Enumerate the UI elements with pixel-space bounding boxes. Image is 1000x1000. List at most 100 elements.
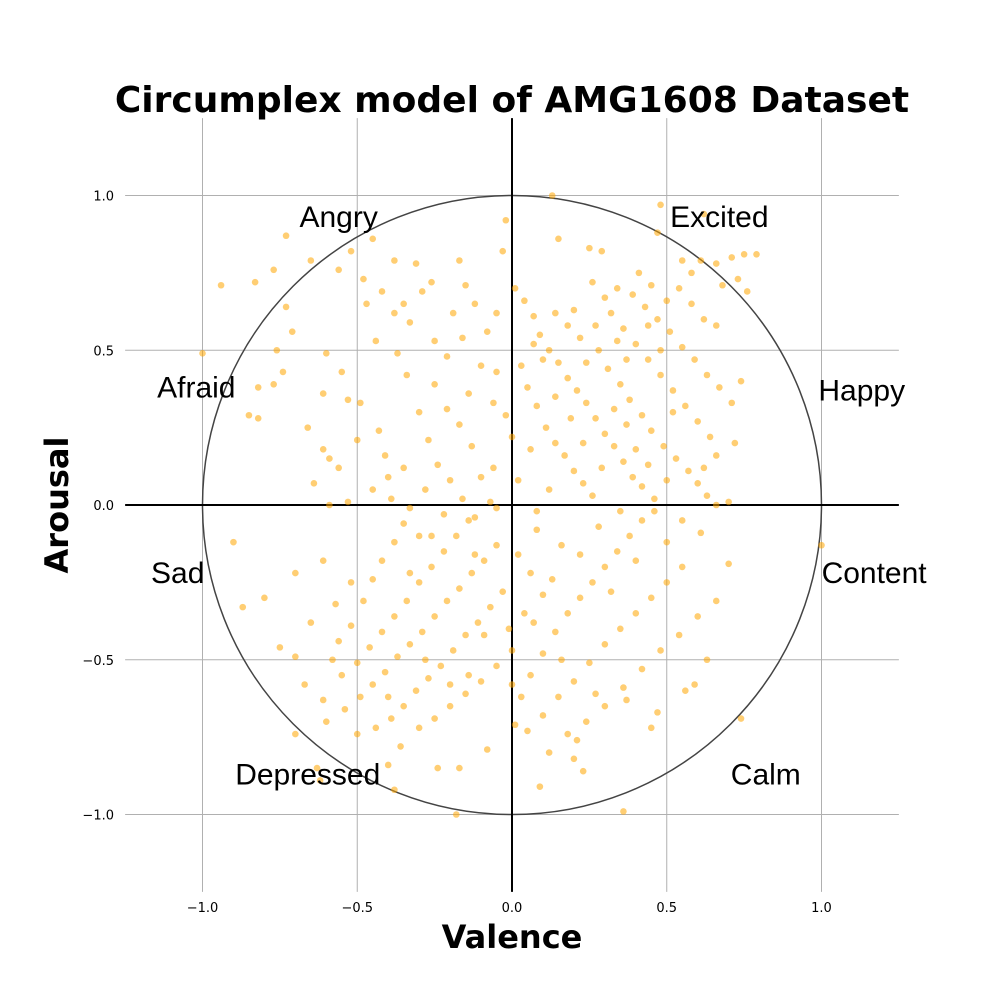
data-point: [601, 640, 609, 648]
data-point: [493, 541, 500, 549]
y-tick-label: 0.0: [93, 499, 114, 514]
data-point: [462, 631, 469, 639]
data-point: [391, 309, 398, 317]
data-point: [230, 538, 237, 546]
data-point: [678, 257, 686, 264]
emotion-label-content: Content: [822, 557, 928, 590]
data-point: [446, 476, 454, 484]
tick-labels: −1.0 −0.5 0.0 0.5 1.0 1.0 0.5 0.0 −0.5 −1.0: [82, 190, 831, 917]
data-point: [651, 495, 658, 503]
data-point: [601, 430, 609, 438]
data-point: [632, 445, 640, 453]
data-point: [536, 331, 544, 339]
data-point: [400, 464, 407, 472]
emotion-label-angry: Angry: [299, 201, 377, 234]
data-point: [217, 281, 225, 289]
y-tick-label: −0.5: [82, 654, 114, 669]
x-tick-label: 0.0: [502, 901, 523, 916]
data-point: [657, 346, 664, 354]
data-point: [514, 551, 522, 558]
data-point: [731, 439, 739, 447]
data-point: [425, 675, 432, 682]
data-point: [347, 622, 355, 630]
data-point: [422, 656, 429, 664]
data-point: [199, 350, 206, 357]
data-point: [329, 656, 336, 664]
data-point: [465, 517, 472, 524]
data-point: [378, 557, 386, 565]
data-point: [595, 346, 602, 354]
data-point: [418, 288, 426, 295]
data-point: [626, 532, 633, 540]
data-point: [703, 656, 711, 664]
data-point: [629, 291, 637, 298]
data-point: [691, 681, 698, 688]
data-point: [675, 285, 683, 292]
data-point: [697, 529, 705, 537]
data-point: [292, 653, 299, 660]
data-point: [663, 476, 671, 484]
data-point: [477, 678, 485, 685]
data-point: [533, 402, 541, 410]
data-point: [319, 390, 327, 397]
data-point: [279, 368, 287, 376]
data-point: [688, 269, 695, 277]
data-point: [545, 486, 553, 493]
data-point: [620, 684, 627, 691]
data-point: [638, 517, 646, 524]
data-point: [440, 510, 448, 518]
data-point: [712, 452, 720, 459]
data-point: [635, 269, 643, 277]
data-point: [341, 705, 349, 713]
data-point: [403, 371, 411, 379]
data-point: [712, 322, 720, 329]
data-point: [555, 359, 562, 366]
data-point: [521, 610, 528, 617]
data-point: [700, 316, 708, 323]
data-point: [332, 600, 339, 608]
data-point: [465, 671, 472, 679]
data-point: [728, 254, 736, 261]
data-point: [623, 356, 630, 363]
data-point: [431, 715, 438, 722]
data-point: [431, 337, 438, 345]
data-point: [335, 637, 342, 645]
y-tick-label: 0.5: [93, 344, 114, 359]
data-point: [502, 216, 510, 224]
data-point: [647, 724, 655, 732]
data-point: [391, 613, 398, 620]
data-point: [363, 300, 370, 308]
data-point: [539, 712, 547, 719]
data-point: [678, 563, 686, 571]
data-point: [700, 464, 708, 472]
data-point: [261, 594, 268, 602]
data-point: [682, 687, 689, 694]
data-point: [654, 316, 661, 323]
data-point: [508, 681, 516, 688]
data-point: [638, 665, 646, 673]
data-point: [493, 309, 500, 317]
data-point: [514, 476, 522, 484]
data-point: [623, 696, 630, 704]
data-point: [418, 628, 426, 636]
data-point: [369, 486, 377, 493]
data-point: [617, 507, 624, 515]
data-point: [511, 721, 519, 729]
data-point: [502, 411, 510, 419]
data-point: [471, 514, 479, 521]
data-point: [391, 786, 398, 794]
data-point: [335, 464, 342, 472]
data-point: [694, 418, 701, 425]
data-point: [511, 285, 519, 292]
data-point: [446, 681, 454, 688]
data-point: [558, 541, 565, 549]
data-point: [415, 724, 423, 732]
data-point: [400, 702, 407, 710]
data-point: [301, 681, 308, 688]
data-point: [307, 619, 315, 626]
data-point: [477, 362, 485, 370]
data-point: [369, 575, 377, 583]
y-tick-label: −1.0: [82, 809, 114, 824]
data-point: [375, 427, 383, 435]
